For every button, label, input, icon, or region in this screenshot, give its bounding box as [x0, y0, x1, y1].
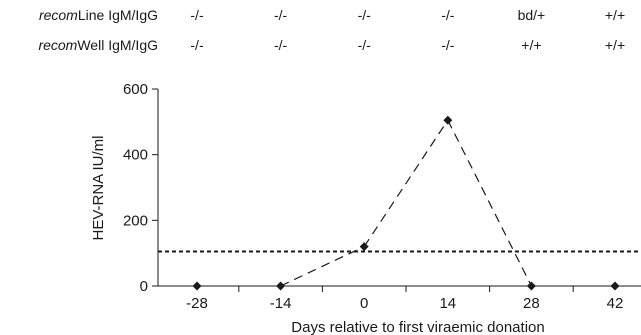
series-segment	[363, 119, 449, 247]
data-point	[192, 281, 202, 291]
series-hev-rna	[192, 115, 620, 291]
x-tick-label: 28	[523, 295, 540, 312]
serology-value: -/-	[190, 7, 204, 23]
serology-value: -/-	[190, 37, 204, 53]
series-segment	[447, 119, 532, 287]
serology-row-label: recomLine IgM/IgG	[39, 7, 158, 23]
serology-value: -/-	[274, 7, 288, 23]
data-point	[526, 281, 536, 291]
serology-row-label: recomWell IgM/IgG	[38, 37, 158, 53]
serology-table: recomLine IgM/IgG -/- -/- -/- -/- bd/+ +/+ reco…	[38, 7, 625, 53]
serology-value: +/+	[605, 7, 625, 23]
x-tick-label: 42	[607, 295, 624, 312]
serology-value: -/-	[358, 37, 372, 53]
y-tick-label: 400	[123, 147, 148, 164]
y-axis: 0 200 400 600 HEV-RNA IU/ml	[90, 81, 159, 295]
x-axis: -28 -14 0 14 28 42 Days relative to first vir…	[158, 285, 641, 335]
serology-value: -/-	[441, 7, 455, 23]
x-axis-label: Days relative to first viraemic donation	[291, 319, 544, 335]
y-axis-label: HEV-RNA IU/ml	[90, 135, 107, 240]
data-point	[610, 281, 620, 291]
x-tick-label: 14	[439, 295, 456, 312]
data-point	[359, 242, 369, 252]
x-tick-label: 0	[360, 295, 368, 312]
serology-value: +/+	[521, 37, 541, 53]
data-point	[443, 115, 453, 125]
serology-value: -/-	[274, 37, 288, 53]
y-tick-label: 200	[123, 212, 148, 229]
x-tick-label: -28	[186, 295, 208, 312]
data-point	[276, 281, 286, 291]
series-segment	[280, 246, 365, 287]
serology-value: bd/+	[518, 7, 546, 23]
y-tick-label: 0	[140, 278, 148, 295]
x-tick-label: -14	[270, 295, 292, 312]
serology-value: +/+	[605, 37, 625, 53]
serology-value: -/-	[358, 7, 372, 23]
serology-value: -/-	[441, 37, 455, 53]
y-tick-label: 600	[123, 81, 148, 98]
